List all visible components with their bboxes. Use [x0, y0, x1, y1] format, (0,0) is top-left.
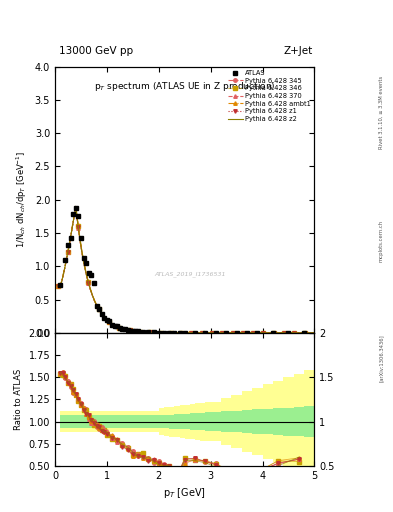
X-axis label: p$_T$ [GeV]: p$_T$ [GeV]	[163, 486, 206, 500]
Legend: ATLAS, Pythia 6.428 345, Pythia 6.428 346, Pythia 6.428 370, Pythia 6.428 ambt1,: ATLAS, Pythia 6.428 345, Pythia 6.428 34…	[228, 70, 311, 122]
Text: Rivet 3.1.10, ≥ 3.3M events: Rivet 3.1.10, ≥ 3.3M events	[379, 76, 384, 150]
Text: [arXiv:1306.3436]: [arXiv:1306.3436]	[379, 334, 384, 382]
Y-axis label: Ratio to ATLAS: Ratio to ATLAS	[14, 369, 23, 430]
Text: 13000 GeV pp: 13000 GeV pp	[59, 46, 133, 56]
Text: p$_T$ spectrum (ATLAS UE in Z production): p$_T$ spectrum (ATLAS UE in Z production…	[94, 80, 275, 93]
Text: ATLAS_2019_I1736531: ATLAS_2019_I1736531	[154, 271, 226, 277]
Text: mcplots.cern.ch: mcplots.cern.ch	[379, 220, 384, 262]
Text: Z+Jet: Z+Jet	[283, 46, 312, 56]
Y-axis label: 1/N$_{ch}$ dN$_{ch}$/dp$_T$ [GeV$^{-1}$]: 1/N$_{ch}$ dN$_{ch}$/dp$_T$ [GeV$^{-1}$]	[15, 151, 29, 248]
